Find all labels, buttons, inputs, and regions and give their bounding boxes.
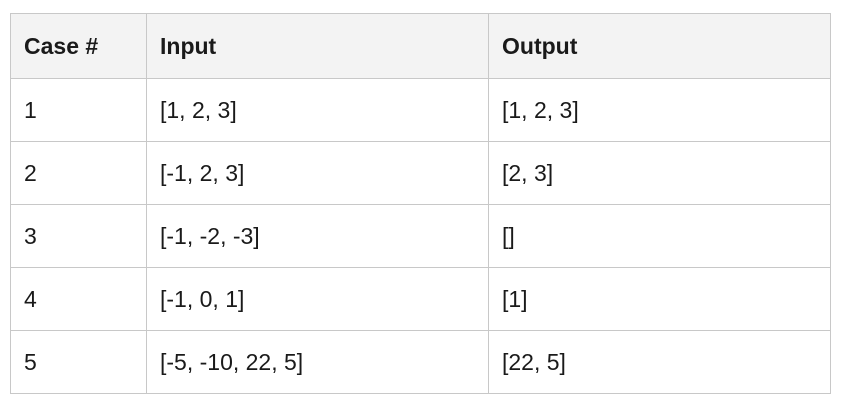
- table-header: Case # Input Output: [10, 13, 831, 79]
- table-row: 1 [1, 2, 3] [1, 2, 3]: [10, 78, 831, 142]
- input-cell: [-1, 2, 3]: [146, 141, 489, 205]
- table-row: 3 [-1, -2, -3] []: [10, 204, 831, 268]
- input-cell: [-1, 0, 1]: [146, 267, 489, 331]
- output-cell: [2, 3]: [488, 141, 831, 205]
- case-number-cell: 3: [10, 204, 147, 268]
- input-cell: [1, 2, 3]: [146, 78, 489, 142]
- header-row: Case # Input Output: [10, 13, 831, 79]
- output-cell: [22, 5]: [488, 330, 831, 394]
- input-cell: [-5, -10, 22, 5]: [146, 330, 489, 394]
- case-number-cell: 4: [10, 267, 147, 331]
- table-row: 5 [-5, -10, 22, 5] [22, 5]: [10, 330, 831, 394]
- input-cell: [-1, -2, -3]: [146, 204, 489, 268]
- case-number-cell: 1: [10, 78, 147, 142]
- table-body: 1 [1, 2, 3] [1, 2, 3] 2 [-1, 2, 3] [2, 3…: [10, 78, 831, 394]
- table-row: 4 [-1, 0, 1] [1]: [10, 267, 831, 331]
- output-cell: [1, 2, 3]: [488, 78, 831, 142]
- case-number-cell: 5: [10, 330, 147, 394]
- case-number-cell: 2: [10, 141, 147, 205]
- test-cases-table: Case # Input Output 1 [1, 2, 3] [1, 2, 3…: [10, 13, 831, 394]
- header-output: Output: [488, 13, 831, 79]
- table-row: 2 [-1, 2, 3] [2, 3]: [10, 141, 831, 205]
- test-cases-table-container: Case # Input Output 1 [1, 2, 3] [1, 2, 3…: [10, 13, 831, 394]
- header-input: Input: [146, 13, 489, 79]
- output-cell: [1]: [488, 267, 831, 331]
- output-cell: []: [488, 204, 831, 268]
- header-case-number: Case #: [10, 13, 147, 79]
